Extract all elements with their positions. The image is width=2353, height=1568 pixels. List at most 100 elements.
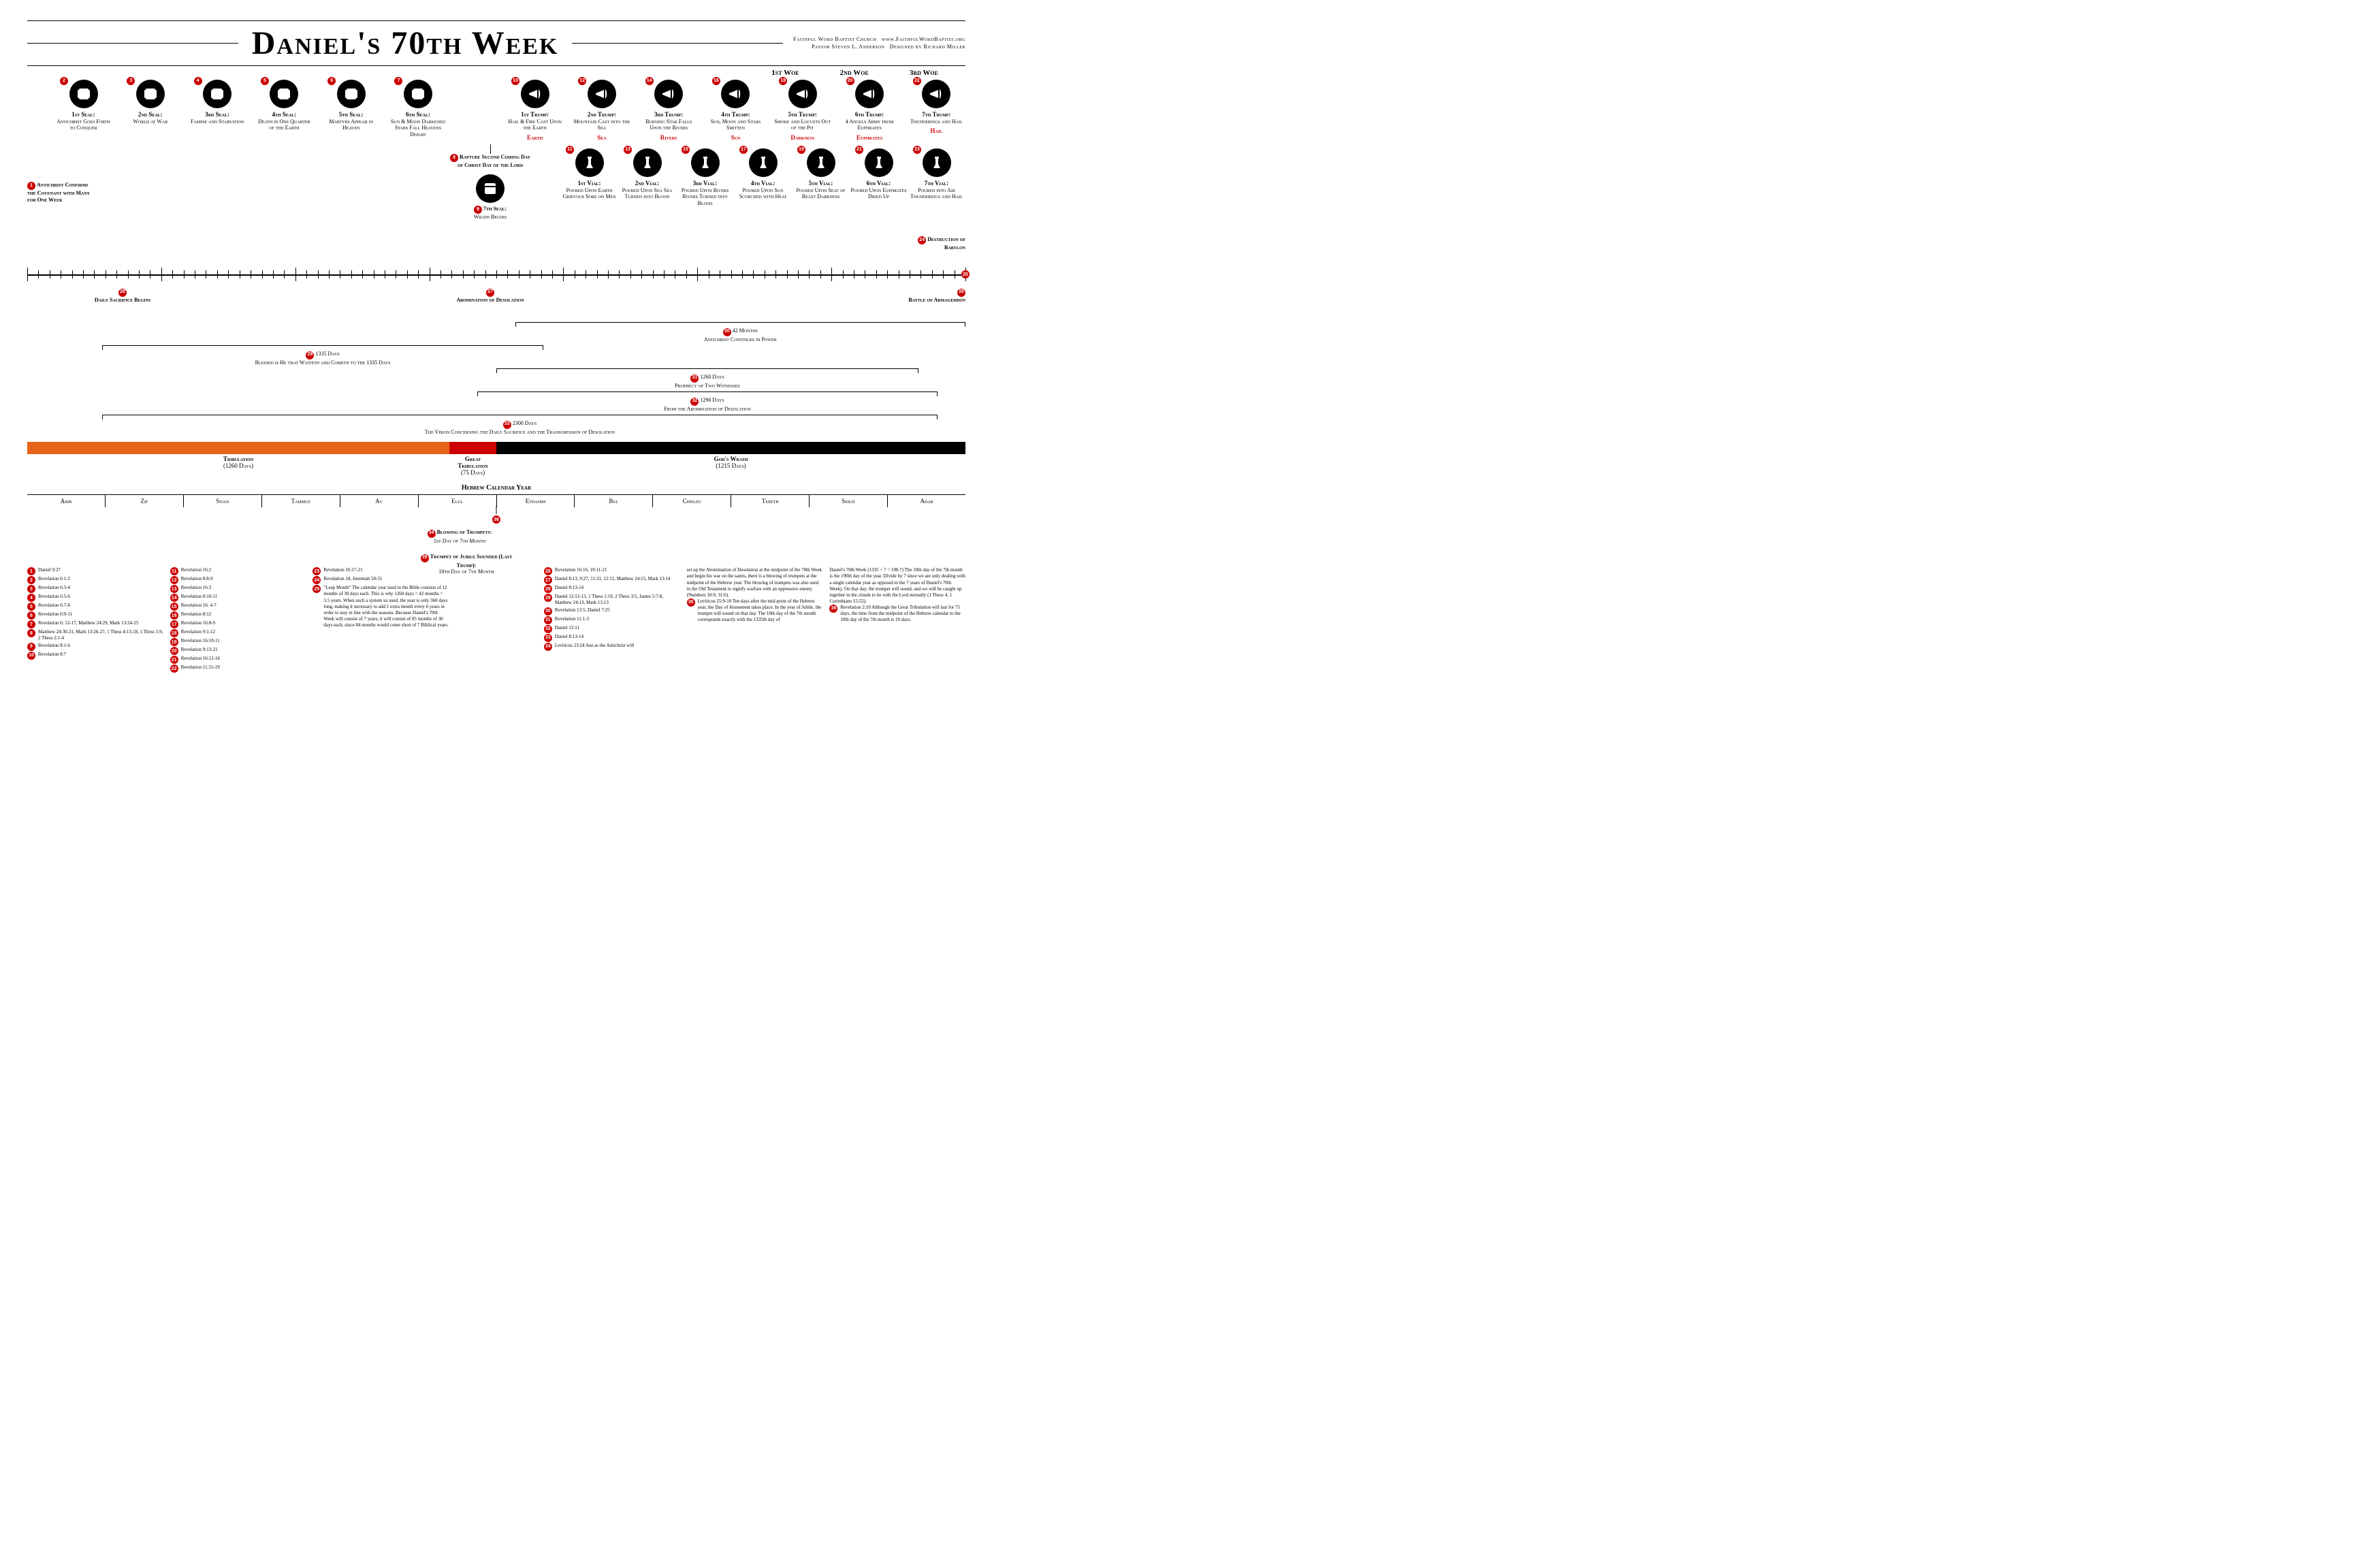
event-sub: Euphrates xyxy=(841,134,899,142)
ref-5: 5Revelation 6:7-8 xyxy=(27,603,163,611)
event-icon xyxy=(923,148,951,177)
ref-text: Revelation 6: 12-17, Matthew 24:29, Mark… xyxy=(38,620,138,628)
event-icon xyxy=(521,80,549,108)
event-icon xyxy=(337,80,366,108)
ref-15: 15Revelation 16: 4-7 xyxy=(170,603,306,611)
rapture-text: Rapture Second Coming Day of Christ Day … xyxy=(458,154,530,168)
ref-36: 36Revelation 2:10 Although the Great Tri… xyxy=(829,605,965,623)
tick xyxy=(485,270,486,278)
header-rule-left xyxy=(27,43,238,44)
references: 1Daniel 9:272Revelation 6:1-23Revelation… xyxy=(27,567,965,673)
badge-29: 29 xyxy=(306,351,314,359)
tick xyxy=(563,268,564,281)
tick xyxy=(172,270,173,278)
tick xyxy=(653,270,654,278)
event-desc: Martyrs Appear in Heaven xyxy=(322,118,380,131)
badge-25: 25 xyxy=(961,270,970,278)
armageddon-text: Battle of Armageddon xyxy=(908,297,965,303)
badge-30: 30 xyxy=(723,328,731,336)
event-15: 15 3rd Vial: Poured Upon Rivers Rivers T… xyxy=(676,148,734,207)
tick xyxy=(83,270,84,278)
tick xyxy=(161,268,162,281)
tick xyxy=(943,270,944,278)
bracket-label: 30 42 MonthsAntichrist Continues in Powe… xyxy=(515,327,965,342)
badge-6: 6 xyxy=(327,77,336,85)
ref-26: 26Revelation 16:16, 19:11-21 xyxy=(544,567,680,575)
tick xyxy=(407,270,408,278)
badge-28: 28 xyxy=(118,289,127,297)
event-14: 14 3rd Trump: Burning Star Falls Upon th… xyxy=(640,80,698,142)
event-title: 2nd Seal: xyxy=(121,111,179,118)
event-11: 11 1st Vial: Poured Upon Earth Grievous … xyxy=(560,148,618,207)
refs-col-center xyxy=(455,567,537,673)
event-icon xyxy=(270,80,298,108)
event-17: 17 4th Vial: Poured Upon Sun Scorched wi… xyxy=(734,148,792,207)
event-sub: Darkness xyxy=(773,134,831,142)
ref-33: 33Daniel 8:13-14 xyxy=(544,634,680,642)
event-title: 7th Trump: xyxy=(908,111,965,118)
ref-12: 12Revelation 8:8-9 xyxy=(170,576,306,584)
event-icon xyxy=(788,80,817,108)
ref-text: Daniel 8:13-14 xyxy=(555,585,583,593)
ref-text: Revelation 11:1-3 xyxy=(555,616,589,624)
bracket-line xyxy=(477,391,937,396)
badge-18: 18 xyxy=(779,77,787,85)
ref-text: Revelation 11:15-19 xyxy=(181,665,220,673)
event-2: 2 1st Seal: Antichrist Goes Forth to Con… xyxy=(54,80,112,142)
period-label: Great Tribulation(75 Days) xyxy=(449,455,496,476)
ref-cont: set up the Abomination of Desolation at … xyxy=(687,567,823,598)
event-icon xyxy=(575,148,604,177)
tick xyxy=(753,270,754,278)
event-desc: Sun, Moon and Stars Smitten xyxy=(707,118,765,131)
woes-row: 1st Woe 2nd Woe 3rd Woe xyxy=(27,66,965,80)
tick xyxy=(362,270,363,278)
badge-21: 21 xyxy=(170,656,178,664)
tick xyxy=(228,270,229,278)
badge-1: 1 xyxy=(27,567,35,575)
ref-text: Daniel 9:27 xyxy=(38,567,61,575)
bracket-label: 33 2300 DaysThe Vision Concerning the Da… xyxy=(102,420,937,435)
tick xyxy=(507,270,508,278)
event-sub: Rivers xyxy=(640,134,698,142)
tick xyxy=(843,270,844,278)
badge-3: 3 xyxy=(127,77,135,85)
event-desc: Mountain Cast into the Sea xyxy=(573,118,630,131)
badge-11: 11 xyxy=(566,146,574,154)
woe-3: 3rd Woe xyxy=(910,69,938,77)
tick xyxy=(820,270,821,278)
bracket-31: 31 1260 DaysProphecy of Two Witnesses xyxy=(27,368,965,389)
bracket-33: 33 2300 DaysThe Vision Concerning the Da… xyxy=(27,415,965,435)
tick xyxy=(262,270,263,278)
badge-11: 11 xyxy=(170,567,178,575)
ref-text: Revelation 8:7 xyxy=(38,652,66,660)
connector-line xyxy=(490,144,491,154)
event-icon xyxy=(203,80,231,108)
badge-30: 30 xyxy=(544,607,552,615)
event-title: 3rd Vial: xyxy=(676,180,734,187)
ref-11: 11Revelation 16:2 xyxy=(170,567,306,575)
badge-23: 23 xyxy=(313,567,321,575)
badge-31: 31 xyxy=(690,374,699,383)
event-icon xyxy=(691,148,720,177)
tick xyxy=(664,270,665,278)
event-6: 6 5th Seal: Martyrs Appear in Heaven xyxy=(322,80,380,142)
badge-7: 7 xyxy=(27,620,35,628)
badge-34: 34 xyxy=(428,530,436,538)
ref-text: Revelation 16: 4-7 xyxy=(181,603,217,611)
event-13: 13 2nd Vial: Poured Upon Sea Sea Turned … xyxy=(618,148,676,207)
badge-22: 22 xyxy=(913,77,921,85)
badge-4: 4 xyxy=(27,594,35,602)
ref-1: 1Daniel 9:27 xyxy=(27,567,163,575)
ref-text: Leviticus 23:24 Just as the Antichrist w… xyxy=(555,643,634,651)
ref-text: Revelation 18, Jeremiah 50-51 xyxy=(323,576,382,584)
event-title: 6th Trump: xyxy=(841,111,899,118)
ref-35: 35Leviticus 25:9-10 Ten days after the m… xyxy=(687,598,823,623)
badge-7: 7 xyxy=(394,77,402,85)
badge-18: 18 xyxy=(170,629,178,637)
tick xyxy=(496,270,497,278)
ref-27: 27Daniel 8:13, 9:27, 11:31, 12:11, Matth… xyxy=(544,576,680,584)
badge-36: 36 xyxy=(492,515,500,524)
ref-10: 10Revelation 8:7 xyxy=(27,652,163,660)
event-desc: Poured Upon Rivers Rivers Turned into Bl… xyxy=(676,187,734,207)
event-title: 1st Vial: xyxy=(560,180,618,187)
